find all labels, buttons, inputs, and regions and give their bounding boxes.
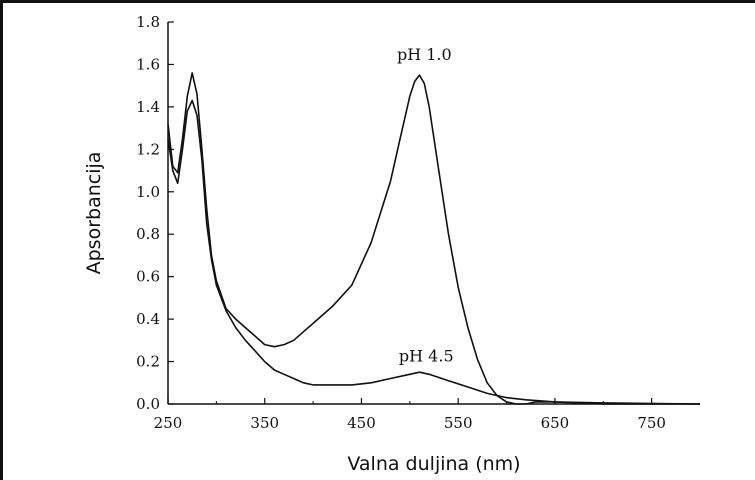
ticks: 250 350 450 550 650 750 0.0 0.2 0.4 0.6 0.8 1.0 1.2 1…: [136, 13, 666, 432]
x-axis-title: Valna duljina (nm): [347, 453, 520, 475]
annotation-label: pH 4.5: [399, 347, 454, 366]
y-tick-label: 1.4: [136, 98, 160, 116]
series-lines: [167, 72, 701, 405]
y-tick-label: 1.2: [136, 140, 160, 158]
x-tick-label: 250: [154, 414, 183, 432]
x-tick-label: 750: [637, 414, 666, 432]
annotation-label: pH 1.0: [397, 45, 452, 64]
series-line-ph-4-5: [167, 99, 701, 405]
x-tick-label: 450: [347, 414, 376, 432]
y-tick-label: 0.4: [136, 310, 160, 328]
y-tick-label: 0.0: [136, 395, 160, 413]
x-tick-label: 350: [250, 414, 279, 432]
y-axis-title: Apsorbancija: [83, 152, 105, 275]
y-tick-label: 1.0: [136, 183, 160, 201]
y-tick-label: 0.8: [136, 225, 160, 243]
y-tick-label: 1.8: [136, 13, 160, 31]
x-tick-label: 550: [444, 414, 473, 432]
series-line-ph-1-0: [167, 72, 700, 405]
y-tick-label: 1.6: [136, 55, 160, 73]
y-tick-label: 0.6: [136, 268, 160, 286]
series-annotations: pH 1.0 pH 4.5: [397, 45, 454, 365]
y-tick-label: 0.2: [136, 353, 160, 371]
x-tick-label: 650: [541, 414, 570, 432]
